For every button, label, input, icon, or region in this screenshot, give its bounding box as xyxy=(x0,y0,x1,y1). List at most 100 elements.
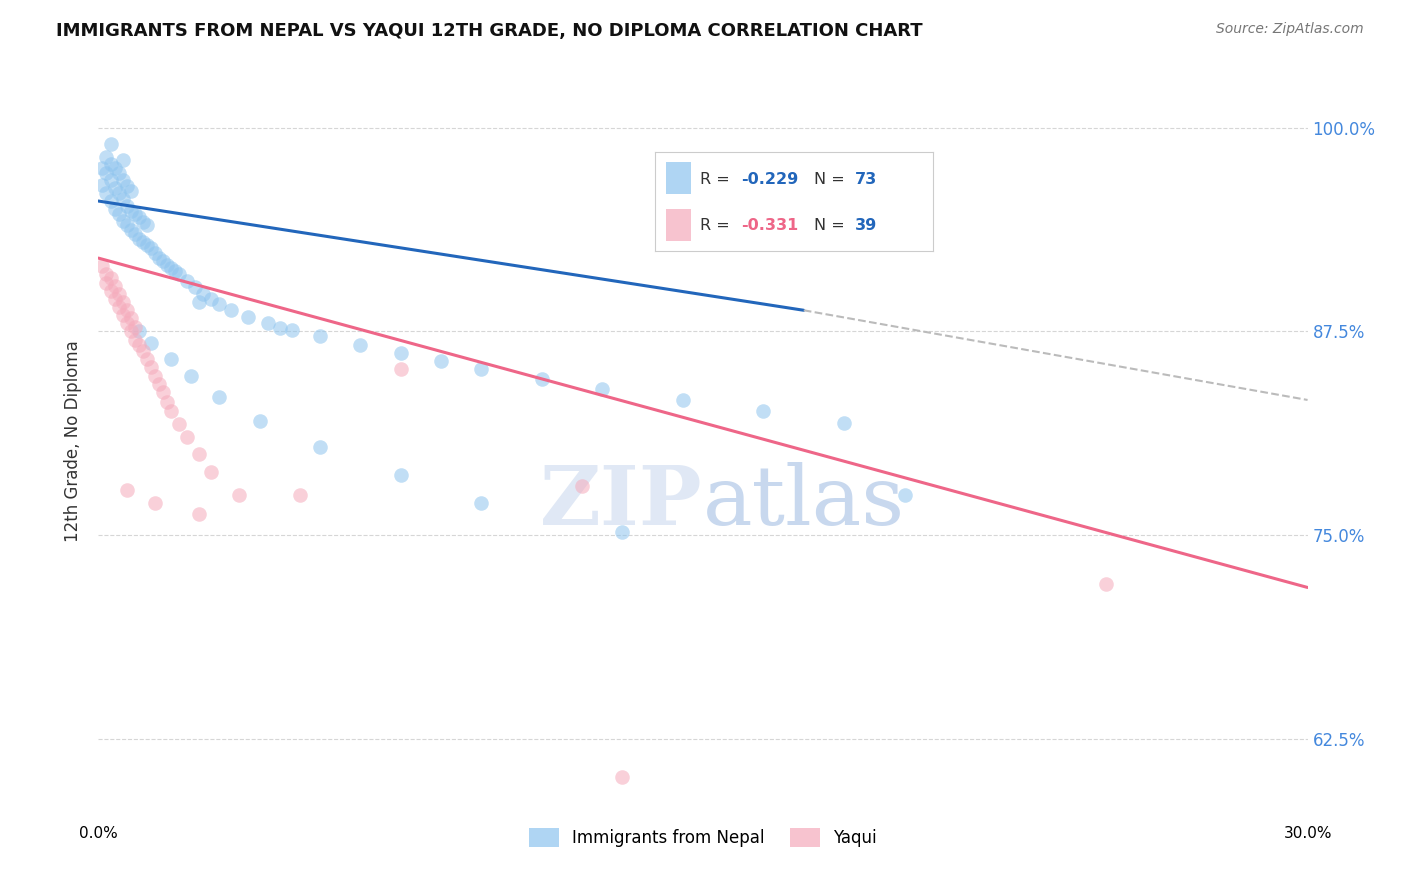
Point xyxy=(115,316,138,330)
Text: ZIP: ZIP xyxy=(540,462,703,542)
Point xyxy=(100,136,122,151)
Point xyxy=(139,360,162,375)
Text: N =: N = xyxy=(814,218,845,233)
Point xyxy=(152,384,174,399)
Point xyxy=(612,770,634,784)
Point xyxy=(208,297,231,311)
Point xyxy=(91,259,114,273)
Point xyxy=(107,300,129,314)
Point xyxy=(180,368,202,383)
Point xyxy=(1095,577,1118,591)
Point xyxy=(107,207,129,221)
Text: 73: 73 xyxy=(855,172,877,187)
Point xyxy=(111,193,134,207)
Point xyxy=(571,479,593,493)
Point xyxy=(96,268,118,282)
Y-axis label: 12th Grade, No Diploma: 12th Grade, No Diploma xyxy=(65,341,83,542)
Point xyxy=(100,173,122,187)
Point xyxy=(148,251,170,265)
Point xyxy=(832,416,855,430)
Point xyxy=(120,311,142,326)
Point xyxy=(591,382,613,396)
Text: -0.229: -0.229 xyxy=(741,172,799,187)
Point xyxy=(389,345,412,359)
Point xyxy=(612,524,634,539)
Point xyxy=(143,496,166,510)
Point xyxy=(530,372,553,386)
Point xyxy=(120,325,142,339)
Point xyxy=(96,150,118,164)
Point xyxy=(893,487,915,501)
Point xyxy=(96,166,118,180)
Point xyxy=(120,184,142,198)
Point xyxy=(111,295,134,310)
Point xyxy=(107,186,129,200)
Point xyxy=(100,270,122,285)
Point xyxy=(111,308,134,322)
Point xyxy=(115,199,138,213)
Bar xyxy=(666,161,692,194)
Point xyxy=(672,392,695,407)
Point xyxy=(111,153,134,168)
Text: R =: R = xyxy=(700,172,730,187)
Text: atlas: atlas xyxy=(703,462,905,542)
Point xyxy=(111,213,134,227)
Point xyxy=(152,254,174,268)
Legend: Immigrants from Nepal, Yaqui: Immigrants from Nepal, Yaqui xyxy=(523,822,883,854)
Text: R =: R = xyxy=(700,218,730,233)
Point xyxy=(107,166,129,180)
Point xyxy=(256,316,278,330)
Point xyxy=(188,295,211,310)
Point xyxy=(100,284,122,298)
Point xyxy=(107,287,129,301)
Point xyxy=(430,354,453,368)
Point xyxy=(124,333,146,347)
Point xyxy=(193,287,215,301)
Point xyxy=(228,487,250,501)
Text: N =: N = xyxy=(814,172,845,187)
Point xyxy=(236,310,259,324)
Point xyxy=(188,507,211,521)
Point xyxy=(143,368,166,383)
Point xyxy=(103,202,125,217)
Point xyxy=(115,179,138,194)
Point xyxy=(470,362,492,376)
Point xyxy=(132,344,155,359)
Point xyxy=(349,337,371,351)
Point xyxy=(128,231,150,245)
Point xyxy=(132,215,155,229)
Point xyxy=(135,219,157,233)
Text: IMMIGRANTS FROM NEPAL VS YAQUI 12TH GRADE, NO DIPLOMA CORRELATION CHART: IMMIGRANTS FROM NEPAL VS YAQUI 12TH GRAD… xyxy=(56,22,922,40)
Point xyxy=(309,440,332,454)
Point xyxy=(135,352,157,367)
Point xyxy=(208,390,231,404)
Point xyxy=(139,241,162,255)
Point xyxy=(115,303,138,318)
Point xyxy=(128,325,150,339)
Point xyxy=(143,246,166,260)
Point xyxy=(752,404,775,418)
Point xyxy=(389,362,412,376)
Point xyxy=(128,211,150,225)
Point xyxy=(156,258,179,272)
Point xyxy=(120,203,142,218)
Point xyxy=(281,323,304,337)
Point xyxy=(103,161,125,176)
Point xyxy=(200,292,222,306)
Point xyxy=(148,376,170,391)
Point xyxy=(167,268,190,282)
Point xyxy=(135,238,157,252)
Point xyxy=(111,173,134,187)
Point xyxy=(96,276,118,290)
Point xyxy=(115,219,138,233)
Point xyxy=(128,337,150,351)
Point xyxy=(160,404,183,418)
Point xyxy=(470,496,492,510)
Text: -0.331: -0.331 xyxy=(741,218,799,233)
Bar xyxy=(666,210,692,242)
Point xyxy=(103,292,125,306)
Point xyxy=(91,161,114,176)
Point xyxy=(120,223,142,237)
Point xyxy=(188,447,211,461)
Point xyxy=(163,264,186,278)
